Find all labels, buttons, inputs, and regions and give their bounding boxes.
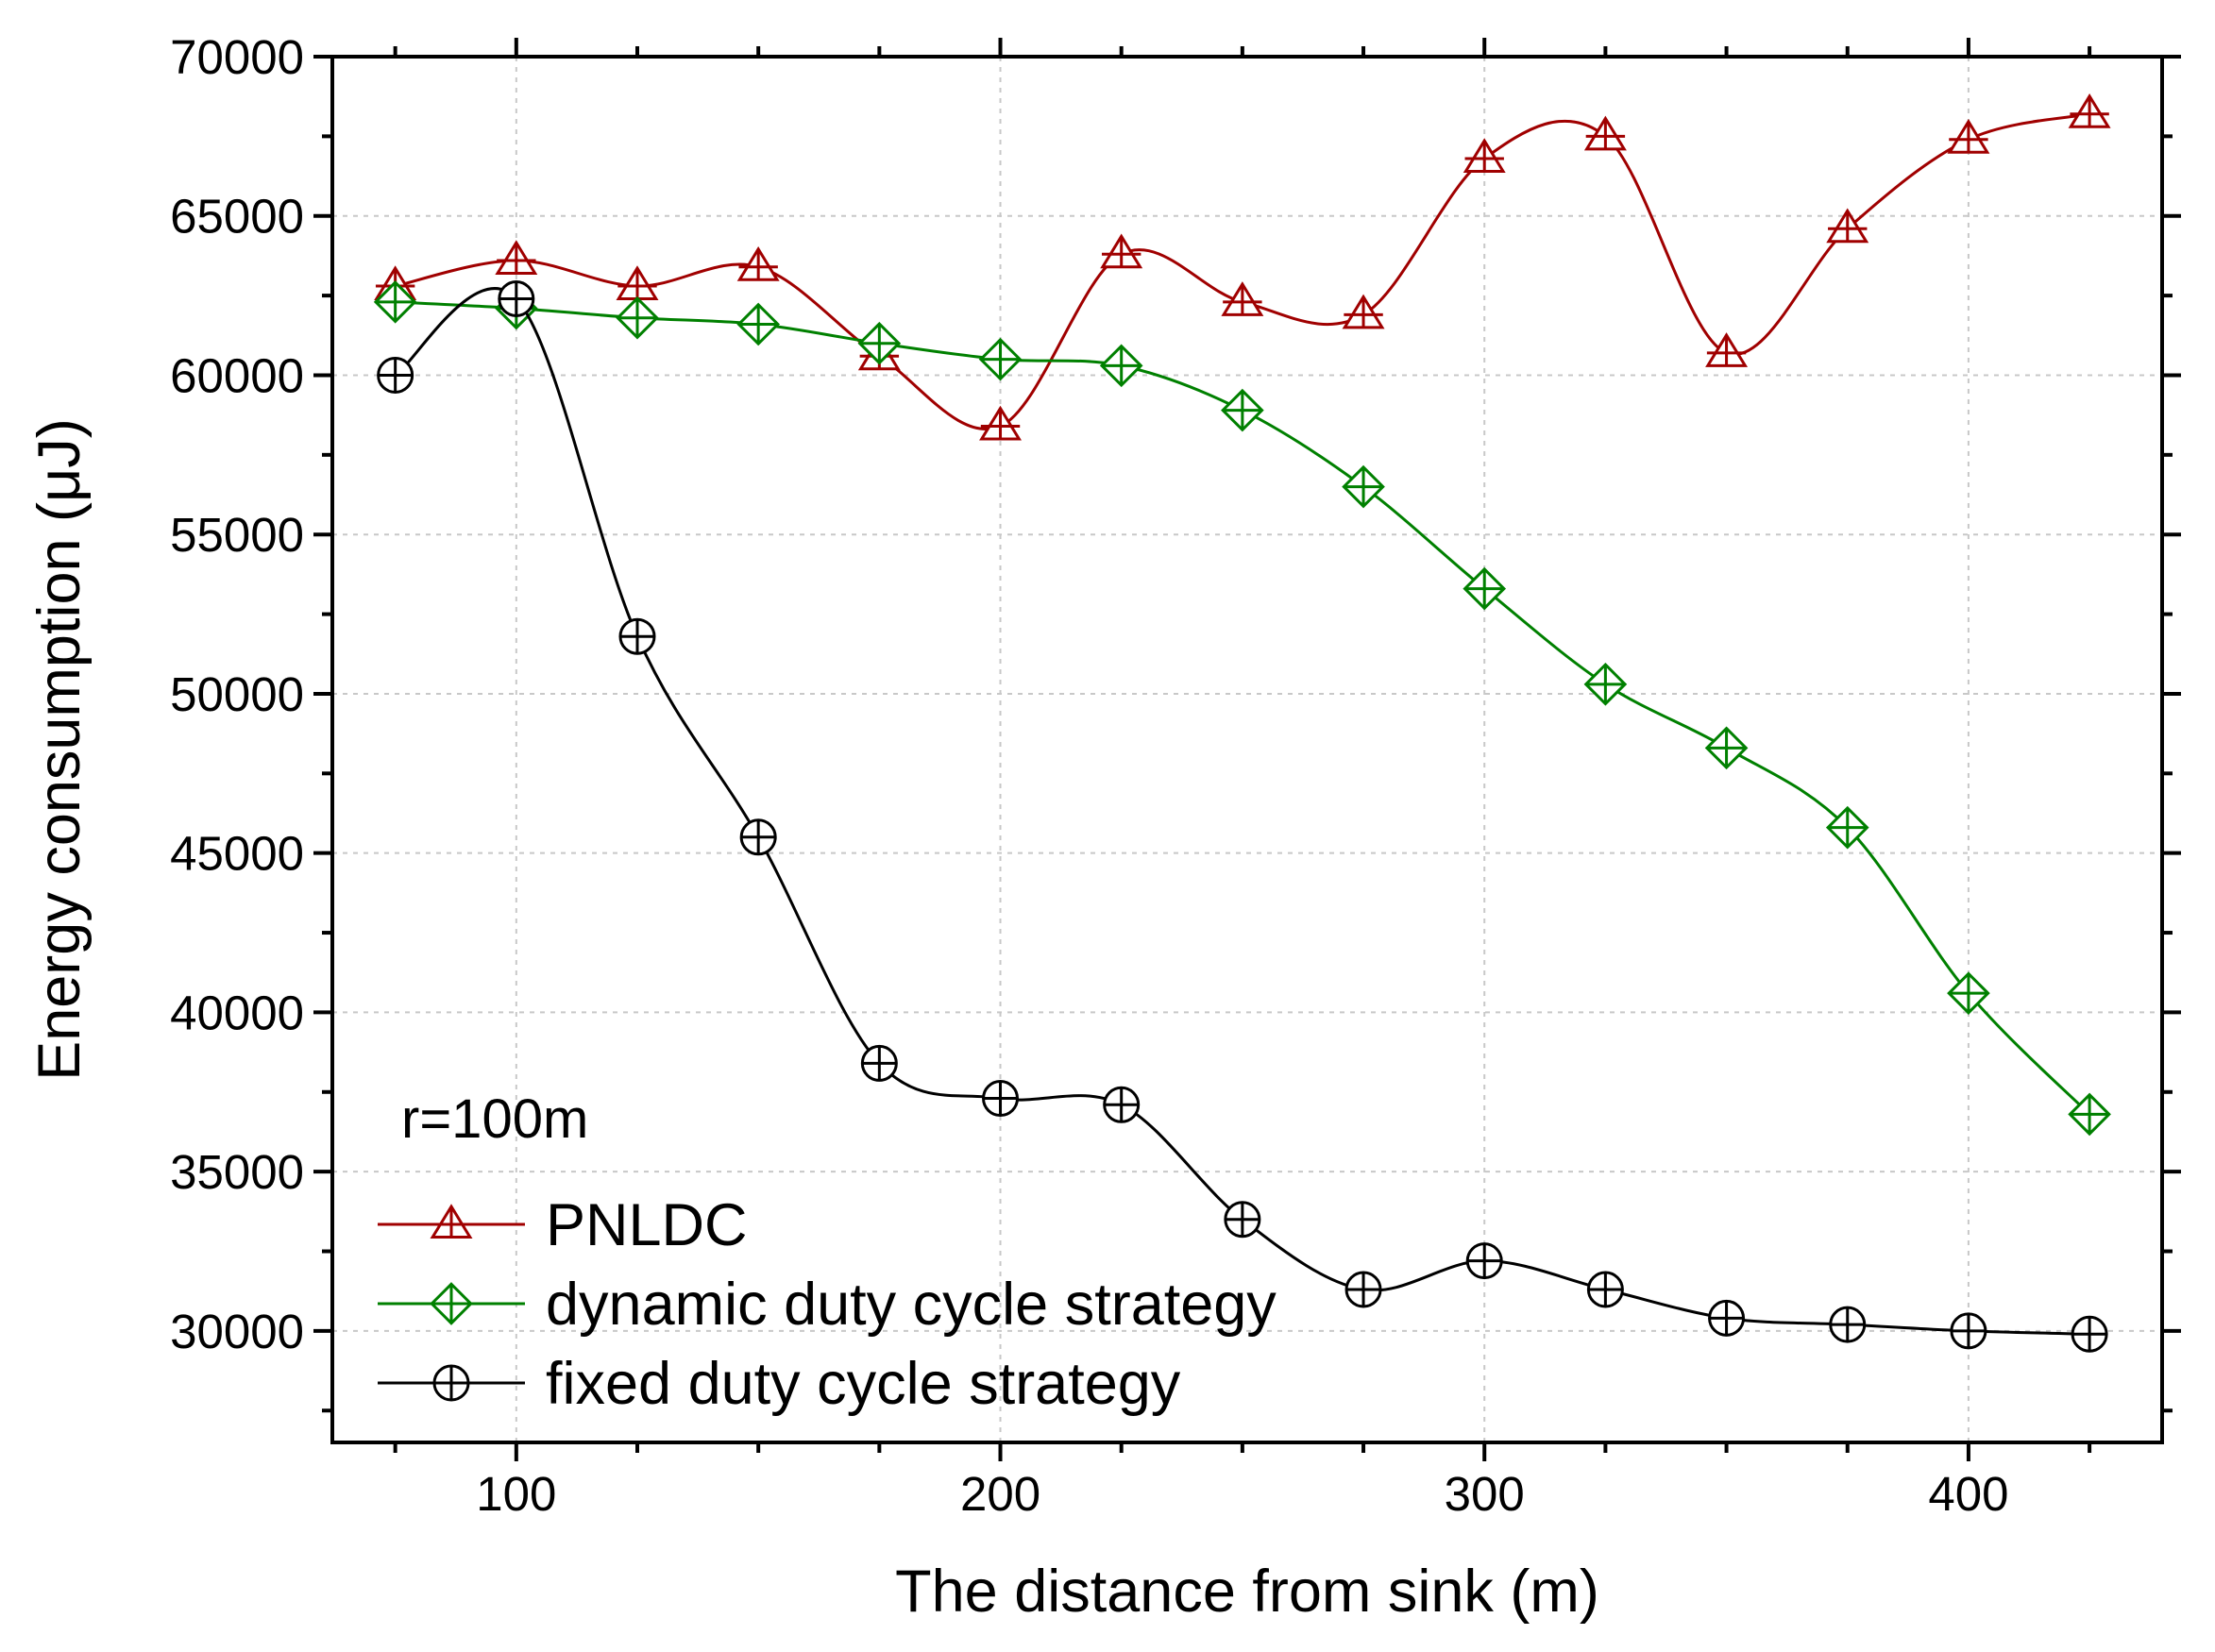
legend-label-circle: fixed duty cycle strategy [546,1351,1181,1417]
data-point-diamond [1463,566,1507,611]
data-point-circle [1103,1086,1141,1123]
data-point-triangle [736,245,780,281]
y-tick-label: 60000 [170,348,304,402]
y-tick-label: 50000 [170,667,304,721]
y-tick-label: 55000 [170,508,304,562]
data-point-triangle [979,405,1022,441]
data-point-diamond [616,295,659,340]
x-tick-label: 100 [476,1467,556,1521]
plot-frame [330,55,2164,1444]
x-tick-label: 300 [1445,1467,1525,1521]
y-tick-label: 45000 [170,827,304,881]
data-point-triangle [1342,294,1385,329]
data-point-triangle [1583,115,1627,151]
data-point-diamond [2068,1092,2111,1137]
data-point-circle [618,617,656,655]
y-tick-label: 30000 [170,1305,304,1358]
data-point-circle [1224,1201,1261,1239]
x-tick-label: 200 [960,1467,1040,1521]
data-point-triangle [1221,281,1264,316]
legend-label-diamond: dynamic duty cycle strategy [546,1272,1277,1338]
data-point-circle [982,1080,1020,1118]
data-point-triangle [616,265,659,300]
legend-marker-diamond [430,1282,473,1325]
legend-label-triangle: PNLDC [546,1192,748,1258]
y-tick-label: 70000 [170,30,304,84]
data-point-diamond [373,280,417,324]
legend-marker-triangle [430,1204,473,1239]
legend: PNLDC dynamic duty cycle strategy fixed du… [378,1192,1277,1417]
data-point-circle [2071,1315,2108,1353]
data-point-diamond [1221,388,1264,432]
data-point-circle [1586,1271,1624,1308]
data-point-circle [377,356,414,394]
data-point-triangle [1463,138,1506,173]
data-point-circle [1344,1271,1382,1308]
y-axis-title: Energy consumption (μJ) [26,418,93,1081]
data-point-triangle [1947,118,1990,154]
series-line-triangle [395,112,2090,430]
data-point-diamond [857,321,902,365]
data-point-circle [739,818,777,856]
data-point-diamond [1342,464,1385,509]
data-point-circle [1950,1312,1987,1350]
data-point-triangle [2068,93,2111,128]
radius-annotation: r=100m [401,1088,588,1150]
y-tick-label: 40000 [170,986,304,1039]
data-point-triangle [495,240,538,275]
data-point-diamond [736,302,780,346]
data-point-triangle [1705,332,1749,367]
data-point-triangle [1100,233,1143,269]
axis-ticks: 100 200 300 400 30000 35000 40000 45000 50000 550… [170,30,2181,1521]
data-point-circle [860,1044,898,1082]
y-tick-label: 65000 [170,190,304,244]
data-point-diamond [1947,971,1990,1015]
series-line-circle [394,287,2090,1336]
x-axis-title: The distance from sink (m) [895,1559,1599,1625]
data-point-diamond [1704,726,1749,770]
legend-marker-circle [432,1364,470,1402]
data-point-circle [1829,1306,1867,1343]
data-point-circle [1708,1299,1746,1337]
data-point-circle [498,279,535,317]
data-point-diamond [1825,805,1869,850]
data-point-diamond [1583,662,1628,706]
data-point-triangle [1826,208,1869,244]
series-layer [373,93,2111,1353]
data-point-diamond [1099,344,1143,388]
data-point-diamond [978,337,1023,381]
x-tick-label: 400 [1928,1467,2008,1521]
y-tick-label: 35000 [170,1145,304,1199]
data-point-circle [1465,1242,1503,1280]
